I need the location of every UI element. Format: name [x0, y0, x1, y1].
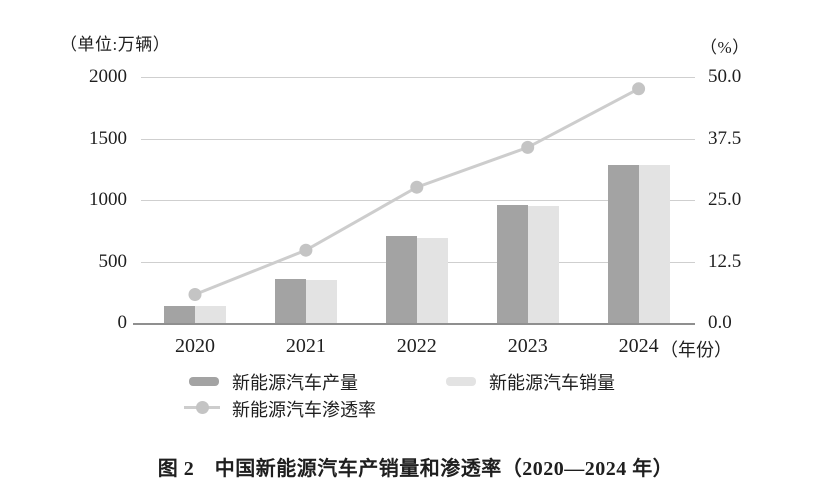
gridline	[141, 77, 695, 78]
bar-production-2023	[496, 205, 528, 323]
bar-production-2020	[164, 306, 195, 323]
bar-production-2021	[274, 279, 306, 323]
penetration-marker-2022	[410, 180, 424, 194]
penetration-marker-2023	[521, 140, 535, 154]
gridline	[141, 200, 695, 201]
left-axis-unit-label: （单位:万辆）	[60, 35, 171, 54]
penetration-marker-2020	[188, 288, 202, 301]
right-axis-tick: 12.5	[708, 250, 742, 272]
right-axis-unit-label: （%）	[700, 38, 750, 57]
figure-caption: 图 2 中国新能源汽车产销量和渗透率（2020—2024 年）	[157, 458, 674, 480]
x-axis-label-2021: 2021	[285, 335, 326, 357]
right-axis-tick: 0.0	[708, 312, 732, 333]
penetration-marker-2024	[632, 82, 646, 96]
right-axis-tick: 50.0	[708, 66, 742, 87]
x-axis-label-2022: 2022	[396, 335, 437, 357]
legend-label-sales: 新能源汽车销量	[489, 373, 615, 393]
bar-sales-2023	[527, 206, 559, 323]
legend-swatch-sales-bar	[446, 377, 476, 386]
x-axis-label-2024: 2024	[618, 335, 659, 357]
left-axis-tick: 0	[117, 312, 128, 333]
penetration-rate-line	[188, 82, 646, 301]
x-axis-label-2020: 2020	[175, 335, 215, 357]
penetration-marker-2021	[299, 243, 313, 257]
bar-sales-2024	[638, 164, 670, 323]
bar-production-2024	[607, 164, 639, 323]
right-axis-tick: 37.5	[708, 127, 742, 149]
legend-swatch-production-bar	[189, 377, 219, 386]
legend-label-penetration: 新能源汽车渗透率	[232, 400, 376, 420]
x-axis-unit-label: （年份）	[660, 340, 732, 360]
legend-label-production: 新能源汽车产量	[232, 373, 358, 393]
left-axis-tick: 1000	[89, 189, 127, 210]
bar-production-2022	[385, 236, 417, 323]
bar-sales-2020	[195, 306, 226, 323]
legend-marker-dot-icon	[196, 400, 209, 414]
bar-sales-2022	[416, 238, 448, 323]
left-axis-tick: 2000	[89, 66, 127, 87]
left-axis-tick: 1500	[89, 127, 127, 149]
right-axis-tick: 25.0	[708, 189, 742, 210]
bar-sales-2021	[305, 279, 337, 323]
gridline	[141, 138, 695, 140]
x-axis-label-2023: 2023	[507, 335, 548, 357]
left-axis-tick: 500	[98, 250, 128, 272]
plot-area	[133, 77, 695, 325]
